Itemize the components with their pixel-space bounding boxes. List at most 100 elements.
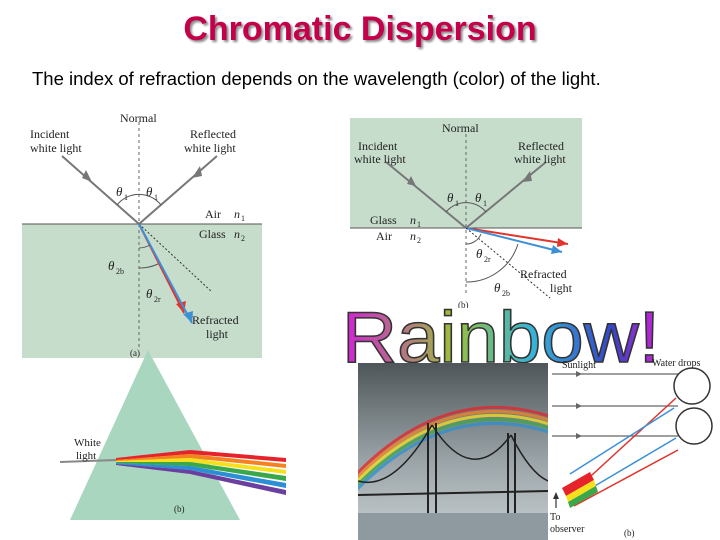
glass-region bbox=[22, 224, 262, 358]
theta2b-arc bbox=[138, 244, 151, 249]
theta2b-arc bbox=[465, 243, 519, 283]
water-drop-upper bbox=[673, 367, 711, 405]
incident-label-2: white light bbox=[354, 152, 406, 166]
incident-ray bbox=[61, 155, 140, 225]
reflected-label-1: Reflected bbox=[518, 139, 564, 153]
spectrum-blue bbox=[116, 463, 286, 488]
air-label: Air bbox=[376, 229, 392, 243]
rainbow-word: Rainbow! bbox=[342, 300, 660, 370]
observer-label: observer bbox=[550, 524, 585, 535]
theta2b-label: θ bbox=[494, 280, 501, 295]
rainbow-bridge-photo bbox=[358, 363, 548, 540]
theta2r-arc bbox=[465, 233, 482, 245]
figure-glass-to-air: Normal Incident white light Reflected wh… bbox=[350, 118, 582, 308]
theta2r-sub: 2r bbox=[484, 255, 491, 264]
normal-label: Normal bbox=[120, 111, 157, 125]
theta1-arc bbox=[445, 202, 487, 213]
incident-ray bbox=[385, 161, 467, 229]
reflected-arrowhead bbox=[192, 166, 202, 178]
slide-subtitle: The index of refraction depends on the w… bbox=[32, 68, 601, 89]
reflected-ray bbox=[465, 161, 547, 229]
blue-ray bbox=[138, 223, 193, 324]
rainbow-wordart: Rainbow! bbox=[341, 300, 661, 370]
to-label: To bbox=[550, 512, 560, 523]
reflected-label-2: white light bbox=[514, 152, 566, 166]
n1-sub: 1 bbox=[241, 214, 245, 223]
theta1-right-label: θ bbox=[146, 184, 153, 199]
glass-label: Glass bbox=[199, 227, 226, 241]
caption-b: (b) bbox=[458, 300, 469, 308]
theta2r-label: θ bbox=[146, 286, 153, 301]
refracted-label-1: Refracted bbox=[192, 313, 239, 327]
theta1-arc bbox=[116, 193, 162, 206]
photo-bridge bbox=[358, 423, 548, 513]
glass-label: Glass bbox=[370, 213, 397, 227]
theta1-left-label: θ bbox=[116, 184, 123, 199]
sunlight-label: Sunlight bbox=[562, 360, 596, 371]
water-drop-lower bbox=[675, 407, 713, 445]
theta2b-label: θ bbox=[108, 258, 115, 273]
white-light-ray bbox=[60, 459, 117, 463]
theta2r-label: θ bbox=[476, 246, 483, 261]
theta1-right-sub: 1 bbox=[154, 193, 158, 202]
figure-prism: White light (b) bbox=[60, 350, 286, 520]
spectrum-green bbox=[116, 462, 286, 481]
red-arrowhead bbox=[176, 301, 186, 313]
water-drops-label: Water drops bbox=[652, 358, 700, 369]
theta2b-sub: 2b bbox=[116, 267, 124, 276]
incident-label-1: Incident bbox=[358, 139, 398, 153]
spectrum-red bbox=[116, 450, 286, 462]
reflected-label-1: Reflected bbox=[190, 127, 236, 141]
incident-arrowhead bbox=[407, 176, 416, 186]
white-label-1: White bbox=[74, 437, 101, 449]
observer-spectrum bbox=[562, 472, 598, 508]
theta2r-arc bbox=[138, 263, 159, 269]
theta2b-sub: 2b bbox=[502, 289, 510, 298]
n2-label: n bbox=[410, 229, 416, 243]
observer-arrowhead bbox=[553, 492, 559, 499]
sunlight-arrowheads bbox=[576, 371, 582, 439]
theta1-right-label: θ bbox=[475, 190, 482, 205]
photo-water bbox=[358, 513, 548, 540]
theta1-left-sub: 1 bbox=[124, 193, 128, 202]
dotted-reference bbox=[138, 223, 213, 293]
reflected-label-2: white light bbox=[184, 141, 236, 155]
theta1-left-label: θ bbox=[447, 190, 454, 205]
caption-prism: (b) bbox=[174, 504, 185, 514]
figure-water-drops: Sunlight Water drops To observer (b) bbox=[550, 358, 713, 538]
red-arrowhead bbox=[557, 238, 568, 247]
dispersed-spectrum bbox=[116, 450, 286, 495]
theta1-left-sub: 1 bbox=[455, 199, 459, 208]
incident-label-1: Incident bbox=[30, 127, 70, 141]
refracted-label-2: light bbox=[206, 327, 229, 341]
normal-label: Normal bbox=[442, 121, 479, 135]
n2-sub: 2 bbox=[241, 234, 245, 243]
theta2r-sub: 2r bbox=[154, 295, 161, 304]
refracted-label-1: Refracted bbox=[520, 267, 567, 281]
n1-label: n bbox=[410, 213, 416, 227]
n1-sub: 1 bbox=[417, 220, 421, 229]
spectrum-orange bbox=[116, 454, 286, 468]
caption-drops: (b) bbox=[624, 528, 635, 538]
reflected-arrowhead bbox=[522, 171, 532, 182]
red-exit-ray bbox=[579, 397, 677, 487]
n2-label: n bbox=[234, 227, 240, 241]
caption-a: (a) bbox=[130, 348, 140, 358]
slide-title: Chromatic Dispersion bbox=[183, 10, 537, 48]
air-label: Air bbox=[205, 207, 221, 221]
white-label-2: light bbox=[76, 450, 96, 462]
incident-label-2: white light bbox=[30, 141, 82, 155]
sunlight-rays bbox=[552, 373, 678, 437]
blue-arrowhead bbox=[551, 245, 562, 254]
refracted-label-2: light bbox=[550, 281, 573, 295]
prism bbox=[70, 350, 240, 520]
red-exit-ray-2 bbox=[573, 449, 679, 507]
theta1-right-sub: 1 bbox=[483, 199, 487, 208]
red-ray bbox=[465, 227, 569, 245]
figure-air-to-glass: Normal Incident white light Reflected wh… bbox=[22, 111, 262, 358]
blue-exit-ray bbox=[587, 437, 677, 491]
photo-rainbow-arc bbox=[358, 405, 548, 491]
blue-exit-ray-2 bbox=[569, 407, 675, 475]
incident-arrowhead bbox=[82, 170, 92, 182]
n1-label: n bbox=[234, 207, 240, 221]
